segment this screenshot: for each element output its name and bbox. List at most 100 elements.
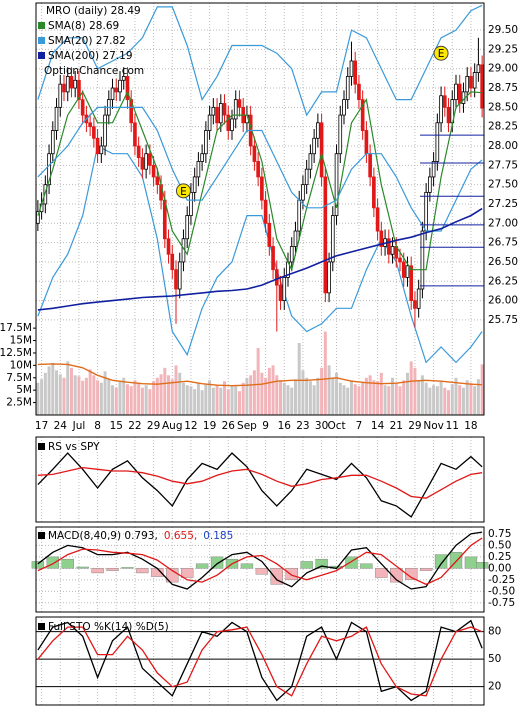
panel-frame: [35, 436, 485, 523]
histogram-bar: [240, 563, 254, 569]
candle-body: [401, 261, 406, 278]
candle-body: [480, 64, 484, 109]
volume-tick-label: 5M: [16, 384, 32, 396]
histogram-bar: [405, 568, 418, 581]
x-tick-label: 9: [262, 420, 269, 432]
x-tick-label: 21: [390, 420, 403, 432]
macd-line: [37, 531, 483, 590]
volume-bar: [230, 385, 234, 415]
volume-bar: [196, 382, 200, 415]
volume-tick-label: 15M: [10, 335, 32, 347]
candle-body: [353, 60, 358, 85]
volume-bar: [316, 377, 320, 415]
x-tick-label: 24: [54, 420, 68, 432]
candle-body: [252, 145, 257, 162]
candle-body: [327, 261, 331, 294]
candle-body: [364, 130, 369, 155]
histogram-bar: [195, 563, 209, 569]
volume-tick-label: 17.5M: [0, 322, 32, 334]
volume-bar: [152, 381, 156, 415]
volume-bar: [211, 387, 215, 415]
volume-bar: [338, 382, 342, 415]
volume-bar: [293, 379, 297, 415]
y-tick-label: 20: [488, 681, 501, 693]
volume-bar: [279, 380, 283, 415]
candle-body: [218, 103, 223, 124]
candle-body: [62, 83, 66, 93]
legend-label: MACD(8,40,9) 0.793,: [48, 530, 158, 542]
volume-bar: [308, 381, 312, 415]
histogram-bar: [121, 567, 134, 569]
candle-body: [222, 103, 227, 116]
y-tick-label: 0.50: [488, 539, 511, 551]
y-tick-label: 26.75: [488, 237, 518, 249]
volume-bar: [178, 372, 182, 415]
bollinger-lower: [37, 145, 483, 364]
candle-body: [47, 153, 51, 186]
candle-body: [409, 265, 414, 301]
candle-body: [215, 106, 219, 124]
candle-body: [65, 76, 70, 93]
panel-border: [35, 436, 485, 523]
volume-bar: [103, 371, 107, 415]
candle-body: [125, 76, 130, 101]
histogram-bar: [31, 561, 45, 569]
volume-bar: [297, 343, 301, 415]
legend-swatch: [38, 443, 45, 450]
volume-bar: [137, 382, 141, 415]
x-tick-label: 29: [408, 420, 421, 432]
volume-bar: [241, 382, 245, 415]
candle-body: [457, 83, 462, 104]
candle-body: [375, 207, 380, 232]
histogram-bar: [475, 562, 489, 569]
legend-label: SMA(8) 28.69: [48, 20, 119, 32]
candle-body: [282, 277, 287, 301]
candle-body: [148, 153, 152, 166]
y-tick-label: 29.50: [488, 24, 518, 36]
volume-bar: [185, 385, 189, 415]
candle-body: [345, 76, 350, 101]
x-tick-label: 8: [94, 420, 101, 432]
volume-bar: [376, 381, 380, 415]
candle-body: [301, 184, 305, 201]
volume-bar: [219, 387, 223, 415]
candle-body: [416, 288, 421, 309]
candle-body: [435, 122, 440, 162]
volume-bar: [379, 372, 383, 415]
volume-bar: [267, 367, 271, 415]
volume-bar: [320, 367, 324, 415]
volume-bar: [364, 377, 368, 415]
earnings-label: E: [438, 48, 445, 60]
volume-bar: [81, 380, 85, 415]
sma-line: [37, 207, 483, 311]
stochastic-line: [37, 626, 483, 697]
earnings-marker: [175, 183, 191, 199]
volume-bar: [447, 390, 451, 415]
x-tick-label: 14: [371, 420, 385, 432]
candle-body: [77, 79, 81, 101]
legend-label: SMA(20) 27.82: [48, 35, 126, 47]
volume-bar: [323, 331, 327, 415]
volume-bar: [234, 386, 238, 415]
volume-bar: [469, 382, 473, 415]
y-tick-label: -0.50: [488, 585, 515, 597]
histogram-bar: [434, 554, 448, 569]
candle-body: [230, 118, 234, 131]
volume-bar: [405, 372, 409, 415]
panel-title: RS vs SPY: [48, 441, 100, 453]
volume-bar: [133, 380, 137, 415]
x-tick-label: 18: [464, 420, 477, 432]
volume-bar: [47, 366, 51, 415]
volume-bar: [226, 389, 230, 415]
volume-bar: [181, 382, 185, 415]
indicator-line: [37, 452, 483, 518]
bollinger-upper: [37, 4, 483, 117]
indicator-line: [37, 466, 483, 499]
volume-bar: [200, 390, 204, 415]
volume-bar: [99, 382, 103, 415]
candle-body: [133, 122, 137, 147]
histogram-bar: [300, 561, 313, 569]
x-tick-label: 12: [184, 420, 197, 432]
volume-bar: [346, 387, 350, 415]
